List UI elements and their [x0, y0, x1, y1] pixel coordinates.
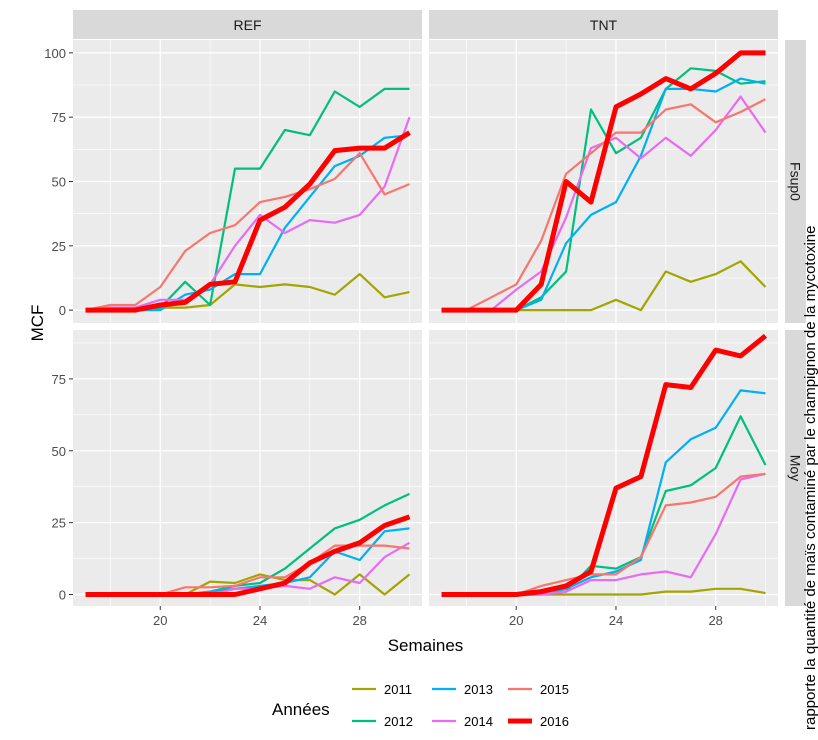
legend-label-2011: 2011 [384, 682, 412, 697]
y-tick-label: 25 [52, 516, 66, 531]
edge-note-text: rapporte la quantité de maïs contaminé p… [804, 226, 818, 730]
panel-tnt-moy-background [429, 330, 778, 606]
y-axis-title: MCF [28, 305, 47, 342]
panel-ref-moy-series-2016 [85, 514, 411, 597]
panel-tnt-moy-series-2016 [441, 333, 768, 597]
y-tick-label: 0 [59, 588, 66, 603]
y-tick-label: 75 [52, 110, 66, 125]
x-tick-label: 24 [253, 613, 267, 628]
x-tick-label: 24 [609, 613, 623, 628]
facet-label-tnt: TNT [590, 17, 618, 33]
facet-strip-moy [785, 330, 806, 606]
panel-tnt-fsup0-series-2016 [441, 50, 766, 313]
x-tick-label: 20 [153, 613, 167, 628]
edge-text-clipped: rapporte la quantité de maïs contaminé p… [804, 0, 818, 735]
legend-label-2014: 2014 [464, 714, 493, 729]
facet-strip-fsup0 [785, 40, 806, 323]
facet-label-fsup0: Fsup0 [788, 162, 804, 201]
legend-label-2015: 2015 [540, 682, 569, 697]
x-axis-title: Semaines [388, 636, 464, 655]
panel-ref-fsup0-series-2014 [85, 116, 411, 312]
panel-ref-fsup0-series-2016 [85, 130, 411, 313]
y-tick-label: 50 [52, 444, 66, 459]
legend-title: Années [272, 700, 330, 719]
y-tick-label: 0 [59, 303, 66, 318]
legend-label-2012: 2012 [384, 714, 413, 729]
panel-ref-moy-background [73, 330, 422, 606]
panel-ref-fsup0-series-2015 [85, 152, 410, 312]
y-tick-label: 25 [52, 239, 66, 254]
x-tick-label: 28 [352, 613, 366, 628]
facet-label-moy: Moy [788, 455, 804, 481]
panel-tnt-fsup0-series-2015 [441, 98, 767, 312]
facet-strip-tnt [429, 10, 778, 39]
facet-label-ref: REF [234, 17, 262, 33]
x-tick-label: 28 [708, 613, 722, 628]
x-tick-label: 20 [509, 613, 523, 628]
y-tick-label: 100 [44, 46, 66, 61]
y-tick-label: 75 [52, 372, 66, 387]
facet-strip-ref [73, 10, 422, 39]
y-tick-label: 50 [52, 175, 66, 190]
legend-label-2013: 2013 [464, 682, 493, 697]
legend-label-2016: 2016 [540, 714, 569, 729]
